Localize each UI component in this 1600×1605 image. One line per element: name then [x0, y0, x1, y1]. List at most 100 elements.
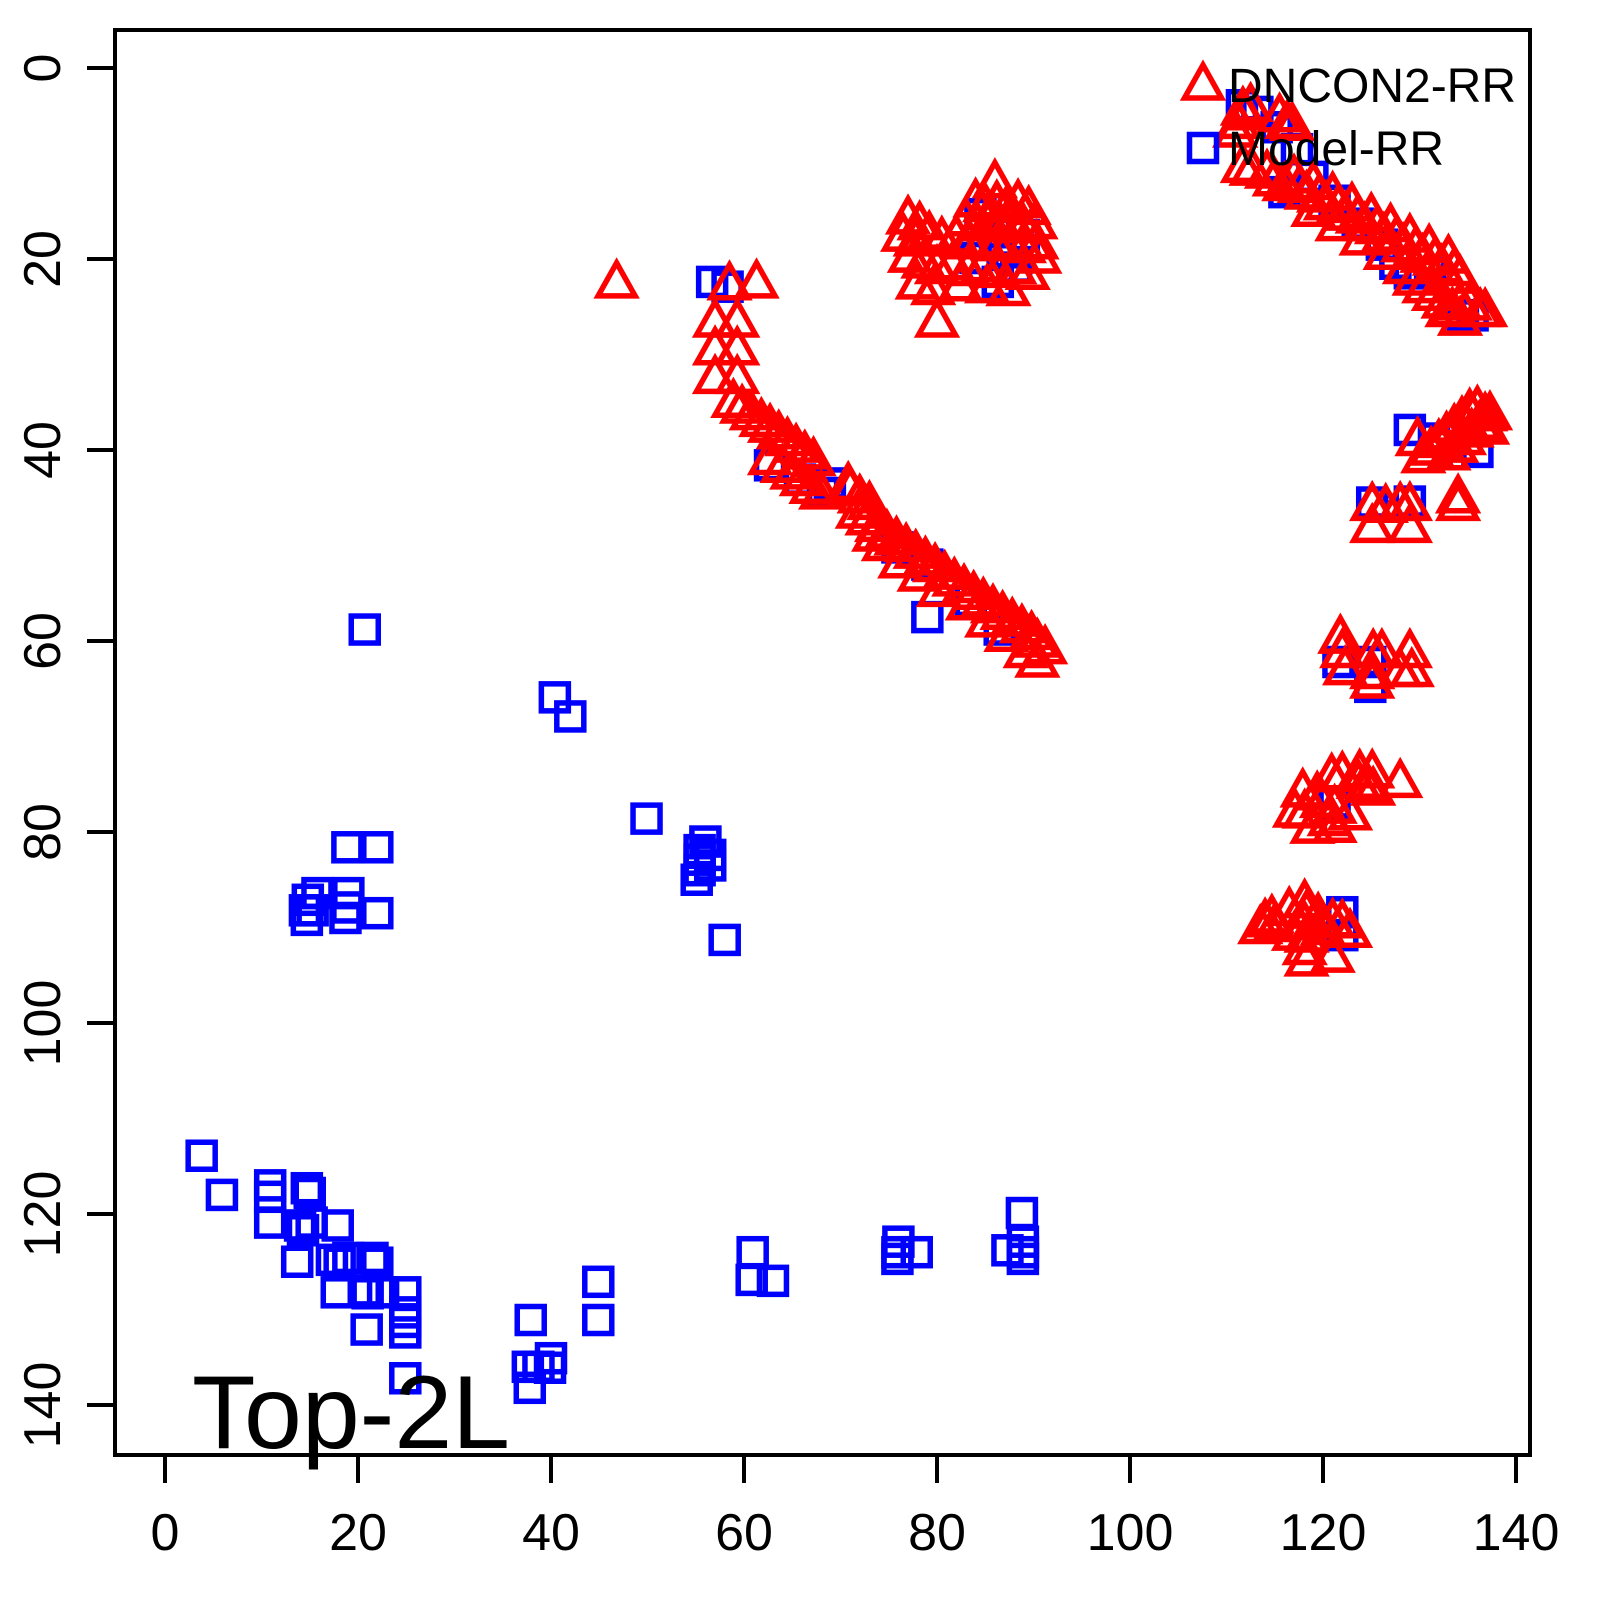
data-point-model-rr: [280, 1245, 314, 1278]
data-point-dncon2-rr: [778, 454, 826, 497]
data-point-model-rr: [185, 1139, 218, 1172]
data-point-dncon2-rr: [1349, 647, 1396, 690]
data-point-dncon2-rr: [896, 198, 943, 241]
legend-label-model-rr: Model-RR: [1228, 123, 1444, 176]
y-axis-tick-label: 120: [14, 1171, 72, 1258]
legend-marker-dncon2-rr: [1179, 59, 1227, 101]
y-axis-tick-label: 80: [14, 803, 72, 861]
data-point-model-rr: [329, 901, 362, 935]
x-axis-tick-label: 40: [522, 1504, 580, 1562]
x-axis-tick-label: 100: [1087, 1504, 1174, 1562]
data-point-model-rr: [290, 1171, 324, 1205]
data-point-model-rr: [881, 1242, 914, 1276]
x-axis-tick-label: 20: [329, 1504, 387, 1562]
data-point-model-rr: [735, 1263, 768, 1297]
data-point-dncon2-rr: [985, 264, 1032, 307]
data-point-model-rr: [286, 1213, 320, 1247]
data-point-dncon2-rr: [1289, 802, 1336, 844]
data-point-dncon2-rr: [1386, 501, 1434, 544]
data-point-model-rr: [514, 1303, 547, 1337]
data-point-model-rr: [554, 700, 587, 733]
data-point-dncon2-rr: [1290, 185, 1337, 227]
data-point-model-rr: [582, 1265, 615, 1299]
y-axis-tick-label: 0: [14, 54, 72, 83]
data-point-model-rr: [389, 1362, 422, 1395]
data-point-dncon2-rr: [963, 262, 1011, 304]
data-point-model-rr: [296, 894, 329, 927]
data-point-model-rr: [630, 802, 663, 835]
data-point-dncon2-rr: [1211, 106, 1259, 148]
y-axis-tick-label: 140: [14, 1362, 72, 1449]
legend-marker-model-rr: [1186, 131, 1220, 165]
y-axis-tick-label: 20: [14, 230, 72, 288]
data-point-dncon2-rr: [936, 260, 984, 302]
data-point-dncon2-rr: [1309, 931, 1356, 973]
data-point-dncon2-rr: [1466, 389, 1514, 431]
data-point-model-rr: [582, 1303, 615, 1337]
data-point-dncon2-rr: [1317, 612, 1364, 654]
y-axis-tick-label: 100: [14, 980, 72, 1067]
data-point-model-rr: [513, 1371, 547, 1405]
data-point-dncon2-rr: [963, 596, 1011, 638]
data-point-dncon2-rr: [989, 197, 1036, 239]
annotation-top-2l: Top-2L: [192, 1355, 510, 1471]
data-point-model-rr: [291, 883, 325, 917]
data-point-dncon2-rr: [860, 519, 908, 562]
data-point-model-rr: [315, 1243, 349, 1277]
data-point-dncon2-rr: [1013, 218, 1060, 260]
data-point-dncon2-rr: [1012, 198, 1059, 240]
data-point-model-rr: [708, 923, 741, 957]
plot-border: [113, 28, 1532, 1457]
data-point-dncon2-rr: [909, 263, 957, 306]
data-point-dncon2-rr: [1306, 794, 1353, 837]
data-point-dncon2-rr: [915, 565, 963, 608]
data-point-dncon2-rr: [769, 448, 816, 490]
data-point-model-rr: [290, 903, 324, 937]
data-point-model-rr: [361, 896, 394, 930]
data-point-dncon2-rr: [913, 296, 961, 338]
y-axis-tick-label: 40: [14, 421, 72, 479]
data-point-dncon2-rr: [882, 520, 930, 563]
data-point-dncon2-rr: [1434, 479, 1482, 522]
data-point-model-rr: [321, 1209, 354, 1242]
x-axis-tick-label: 80: [908, 1504, 966, 1562]
data-point-dncon2-rr: [1410, 269, 1458, 312]
data-point-dncon2-rr: [593, 257, 640, 299]
data-point-dncon2-rr: [798, 468, 845, 510]
data-point-dncon2-rr: [1388, 645, 1435, 688]
data-point-model-rr: [356, 1241, 389, 1275]
data-point-dncon2-rr: [1461, 285, 1509, 328]
data-point-dncon2-rr: [1299, 903, 1347, 946]
data-point-dncon2-rr: [733, 257, 780, 299]
data-point-dncon2-rr: [863, 507, 911, 549]
data-point-dncon2-rr: [971, 156, 1019, 199]
data-point-model-rr: [348, 613, 382, 646]
data-point-model-rr: [350, 1313, 383, 1346]
data-point-model-rr: [680, 863, 713, 896]
data-point-dncon2-rr: [710, 376, 757, 418]
data-point-dncon2-rr: [1283, 935, 1330, 977]
x-axis-tick-label: 0: [151, 1504, 180, 1562]
data-point-dncon2-rr: [1394, 414, 1441, 457]
data-point-dncon2-rr: [755, 408, 802, 450]
data-point-dncon2-rr: [718, 382, 766, 424]
data-point-dncon2-rr: [1386, 479, 1434, 522]
data-point-dncon2-rr: [1377, 756, 1424, 799]
data-point-model-rr: [361, 831, 394, 864]
y-axis-tick-label: 60: [14, 612, 72, 670]
data-point-dncon2-rr: [1349, 764, 1397, 806]
data-point-dncon2-rr: [1436, 252, 1484, 294]
data-point-model-rr: [331, 831, 364, 864]
data-point-dncon2-rr: [851, 510, 898, 552]
data-point-dncon2-rr: [1456, 398, 1503, 440]
data-point-dncon2-rr: [940, 561, 988, 604]
data-point-dncon2-rr: [1227, 80, 1274, 122]
data-point-dncon2-rr: [1002, 626, 1049, 669]
data-point-model-rr: [756, 1264, 790, 1298]
data-point-dncon2-rr: [1014, 636, 1061, 678]
x-axis-tick-label: 140: [1473, 1504, 1560, 1562]
data-point-dncon2-rr: [1349, 501, 1396, 544]
data-point-dncon2-rr: [1319, 626, 1366, 669]
data-point-dncon2-rr: [788, 462, 835, 504]
